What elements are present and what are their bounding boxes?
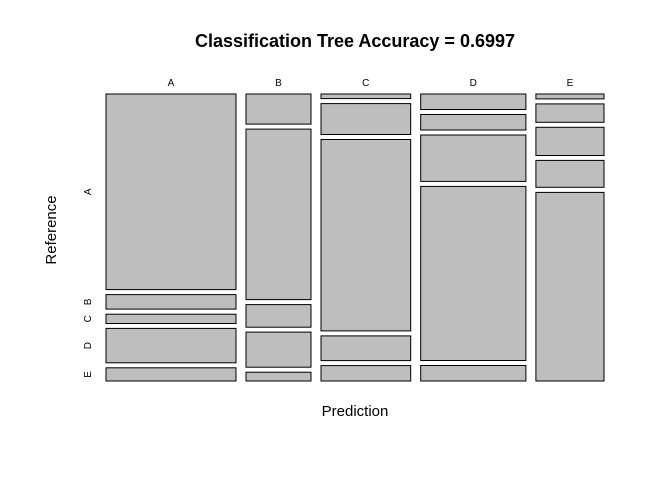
tile-pred-B-ref-E [245, 371, 312, 382]
tile-pred-B-ref-D [245, 331, 312, 368]
x-tick-C: C [362, 78, 369, 89]
tile-pred-B-ref-A [245, 93, 312, 125]
x-tick-D: D [470, 78, 477, 89]
tile-pred-D-ref-B [420, 114, 527, 131]
tile-pred-E-ref-B [535, 103, 605, 123]
y-tick-labels: A B C D E [83, 188, 94, 378]
x-tick-A: A [168, 78, 175, 89]
mosaic-tiles [105, 93, 605, 382]
tile-pred-A-ref-A [105, 93, 237, 291]
tile-pred-B-ref-C [245, 304, 312, 328]
tile-pred-E-ref-A [535, 93, 605, 100]
tile-pred-E-ref-C [535, 126, 605, 157]
tile-pred-A-ref-C [105, 313, 237, 325]
tile-pred-D-ref-C [420, 134, 527, 182]
y-tick-A: A [83, 188, 94, 195]
tile-pred-C-ref-B [320, 103, 412, 135]
tile-pred-D-ref-A [420, 93, 527, 110]
tile-pred-B-ref-B [245, 128, 312, 301]
tile-pred-E-ref-D [535, 159, 605, 188]
y-tick-E: E [83, 371, 94, 378]
x-tick-labels: A B C D E [168, 78, 574, 89]
tile-pred-C-ref-C [320, 139, 412, 332]
tile-pred-C-ref-D [320, 335, 412, 362]
tile-pred-C-ref-E [320, 365, 412, 382]
y-tick-B: B [83, 298, 94, 305]
tile-pred-D-ref-D [420, 185, 527, 361]
x-tick-E: E [567, 78, 574, 89]
tile-pred-E-ref-E [535, 191, 605, 382]
tile-pred-A-ref-D [105, 327, 237, 364]
tile-pred-A-ref-B [105, 294, 237, 310]
chart-title: Classification Tree Accuracy = 0.6997 [195, 31, 515, 51]
tile-pred-A-ref-E [105, 367, 237, 382]
tile-pred-C-ref-A [320, 93, 412, 100]
y-axis-label: Reference [43, 195, 60, 264]
x-axis-label: Prediction [322, 403, 389, 420]
x-tick-B: B [275, 78, 282, 89]
y-tick-C: C [83, 315, 94, 322]
tile-pred-D-ref-E [420, 365, 527, 382]
y-tick-D: D [83, 342, 94, 349]
